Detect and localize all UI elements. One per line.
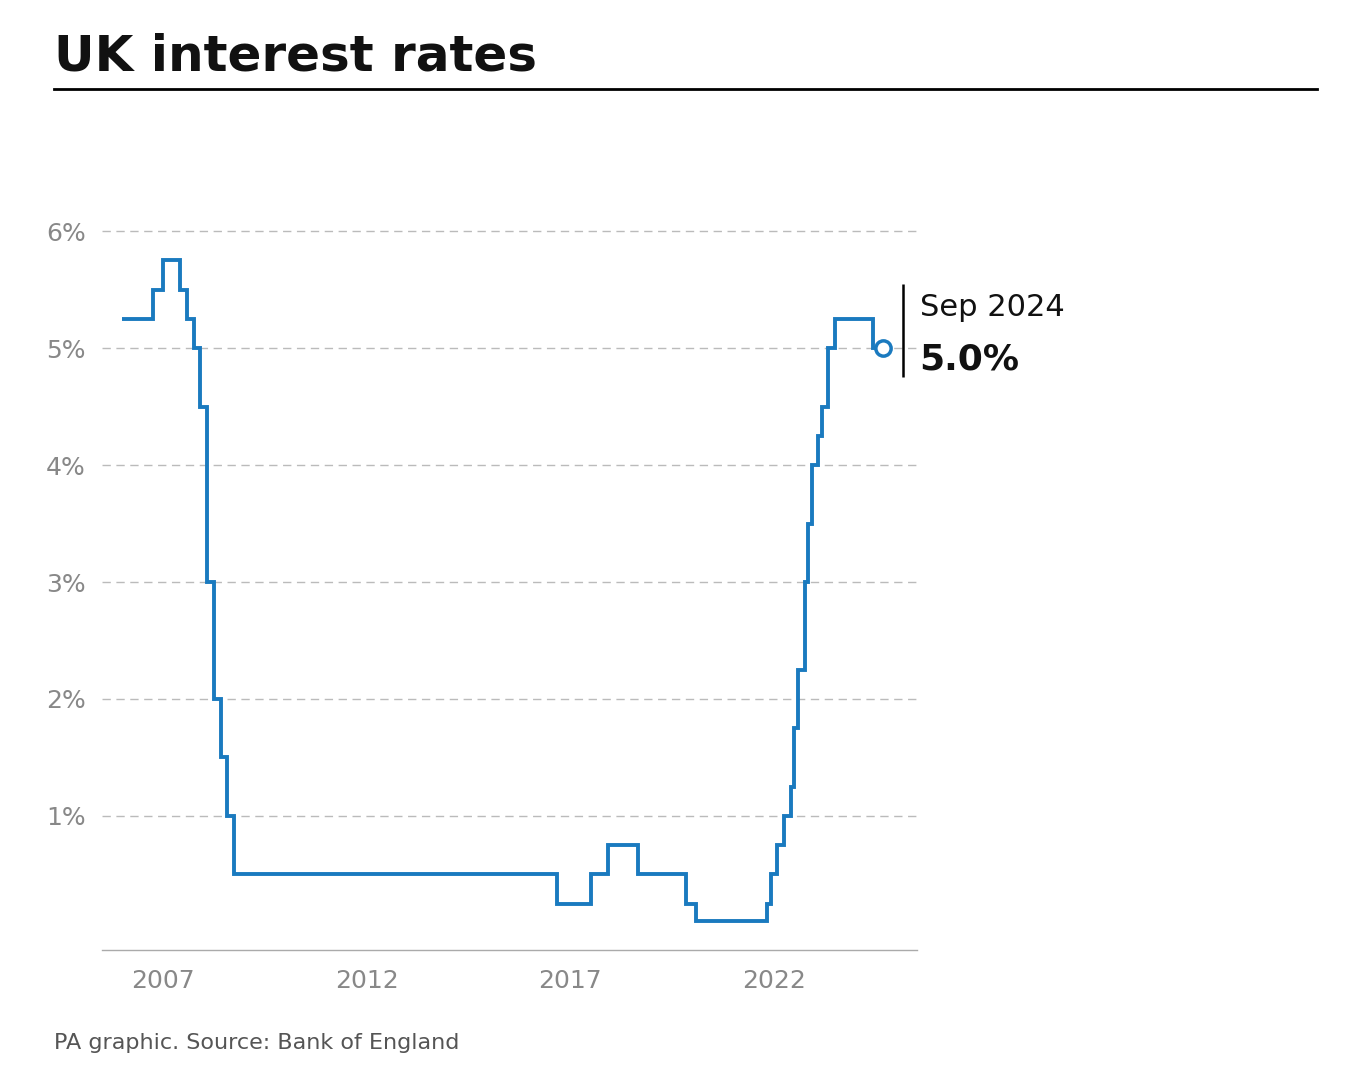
Text: UK interest rates: UK interest rates (54, 32, 538, 80)
Text: Sep 2024: Sep 2024 (919, 293, 1065, 322)
Text: PA graphic. Source: Bank of England: PA graphic. Source: Bank of England (54, 1032, 460, 1053)
Text: 5.0%: 5.0% (919, 342, 1020, 377)
